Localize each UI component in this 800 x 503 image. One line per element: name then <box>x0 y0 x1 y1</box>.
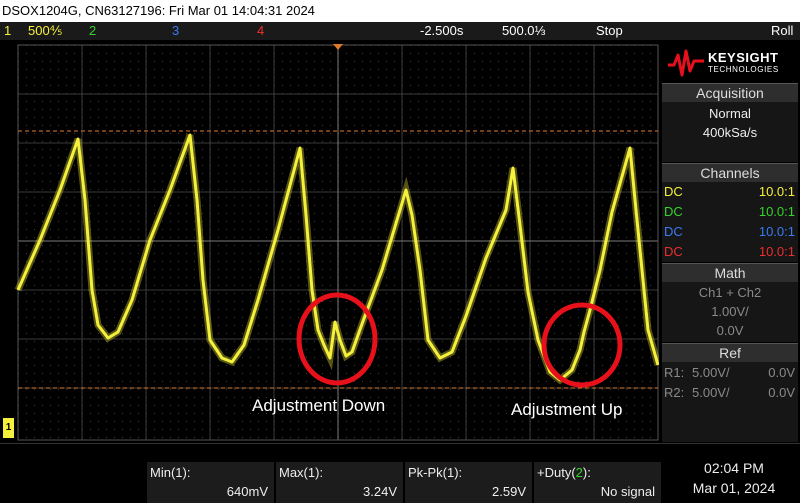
ref-row-2[interactable]: R2: 5.00V/ 0.0V <box>662 383 798 403</box>
clock: 02:04 PM Mar 01, 2024 <box>668 458 800 498</box>
channels-section: DC 10.0:1 DC 10.0:1 DC 10.0:1 DC 10.0:1 <box>662 182 798 262</box>
acquisition-mode: Normal <box>709 106 751 121</box>
ch4-coupling: DC <box>664 244 683 259</box>
acquisition-rate: 400kSa/s <box>702 125 758 140</box>
math-header[interactable]: Math <box>662 263 798 282</box>
math-offset: 0.0V <box>716 323 744 338</box>
measurement-min-value: 640mV <box>226 484 268 499</box>
trigger-position-marker[interactable] <box>333 44 343 50</box>
annotation-circle-down <box>296 292 378 386</box>
r2-label: R2: <box>664 385 685 400</box>
r2-scale: 5.00V/ <box>692 385 730 400</box>
trigger-mode[interactable]: Roll <box>771 23 794 38</box>
clock-time: 02:04 PM <box>704 460 764 476</box>
channel-row-2[interactable]: DC 10.0:1 <box>662 202 798 222</box>
r1-scale: 5.00V/ <box>692 365 730 380</box>
ch1-scale[interactable]: 500⅘ <box>28 23 63 38</box>
measurement-max-label: Max(1): <box>279 465 324 480</box>
ref-section: R1: 5.00V/ 0.0V R2: 5.00V/ 0.0V <box>662 362 798 442</box>
measurement-min[interactable]: Min(1): 640mV <box>147 462 274 503</box>
measurement-duty-value: No signal <box>600 484 655 499</box>
ch1-probe: 10.0:1 <box>758 184 795 199</box>
time-delay[interactable]: -2.500s <box>420 23 464 38</box>
clock-date: Mar 01, 2024 <box>692 480 776 496</box>
ref-row-1[interactable]: R1: 5.00V/ 0.0V <box>662 363 798 383</box>
measurement-max-value: 3.24V <box>363 484 397 499</box>
measurement-duty[interactable]: +Duty(2): No signal <box>534 462 661 503</box>
channels-header[interactable]: Channels <box>662 163 798 182</box>
measurement-min-label: Min(1): <box>150 465 191 480</box>
math-function: Ch1 + Ch2 <box>698 285 762 300</box>
logo-text-keysight: KEYSIGHT <box>708 50 779 65</box>
r1-label: R1: <box>664 365 685 380</box>
channel-row-3[interactable]: DC 10.0:1 <box>662 222 798 242</box>
ch1-index[interactable]: 1 <box>4 23 12 38</box>
channel-row-4[interactable]: DC 10.0:1 <box>662 242 798 262</box>
scope-status-bar: 1 500⅘ 2 3 4 -2.500s 500.0⅓ Stop Roll <box>0 22 800 40</box>
window-title-bar: DSOX1204G, CN63127196: Fri Mar 01 14:04:… <box>0 0 800 22</box>
time-per-division[interactable]: 500.0⅓ <box>502 23 546 38</box>
graticule-svg <box>14 44 659 441</box>
ref-header[interactable]: Ref <box>662 343 798 362</box>
measurement-bar: Min(1): 640mV Max(1): 3.24V Pk-Pk(1): 2.… <box>0 443 800 503</box>
duty-label-suffix: ): <box>582 465 591 480</box>
measurement-max[interactable]: Max(1): 3.24V <box>276 462 403 503</box>
ch4-index[interactable]: 4 <box>257 23 265 38</box>
ch1-waveform <box>16 133 659 382</box>
acquisition-header[interactable]: Acquisition <box>662 83 798 102</box>
measurement-pkpk-label: Pk-Pk(1): <box>408 465 463 480</box>
duty-label-prefix: +Duty( <box>537 465 576 480</box>
annotation-adjustment-up: Adjustment Up <box>511 400 623 419</box>
ch2-coupling: DC <box>664 204 683 219</box>
keysight-logo: KEYSIGHT TECHNOLOGIES <box>660 40 800 82</box>
r1-offset: 0.0V <box>768 365 795 380</box>
ch4-probe: 10.0:1 <box>758 244 795 259</box>
ch3-index[interactable]: 3 <box>172 23 180 38</box>
math-scale: 1.00V/ <box>711 304 749 319</box>
run-state[interactable]: Stop <box>596 23 623 38</box>
acquisition-section: Normal 400kSa/s <box>662 102 798 162</box>
logo-text-technologies: TECHNOLOGIES <box>708 65 779 74</box>
measurement-duty-label: +Duty(2): <box>537 465 591 480</box>
ch1-ground-marker[interactable]: 1 <box>3 418 14 438</box>
channel-row-1[interactable]: DC 10.0:1 <box>662 182 798 202</box>
ch3-probe: 10.0:1 <box>758 224 795 239</box>
duty-channel: 2 <box>575 465 583 480</box>
center-axes <box>18 45 658 440</box>
keysight-wave-icon <box>668 49 704 77</box>
window-title: DSOX1204G, CN63127196: Fri Mar 01 14:04:… <box>2 3 315 18</box>
waveform-display[interactable] <box>0 40 659 442</box>
measurement-pkpk[interactable]: Pk-Pk(1): 2.59V <box>405 462 532 503</box>
annotation-adjustment-down: Adjustment Down <box>252 396 386 415</box>
ch2-index[interactable]: 2 <box>89 23 97 38</box>
annotation-circle-up <box>541 302 623 388</box>
measurement-pkpk-value: 2.59V <box>492 484 526 499</box>
ch2-probe: 10.0:1 <box>758 204 795 219</box>
ch3-coupling: DC <box>664 224 683 239</box>
r2-offset: 0.0V <box>768 385 795 400</box>
ch1-waveform-glow <box>14 133 659 385</box>
right-side-panel: KEYSIGHT TECHNOLOGIES Acquisition Normal… <box>660 40 800 442</box>
math-section: Ch1 + Ch2 1.00V/ 0.0V <box>662 282 798 342</box>
ch1-coupling: DC <box>664 184 683 199</box>
